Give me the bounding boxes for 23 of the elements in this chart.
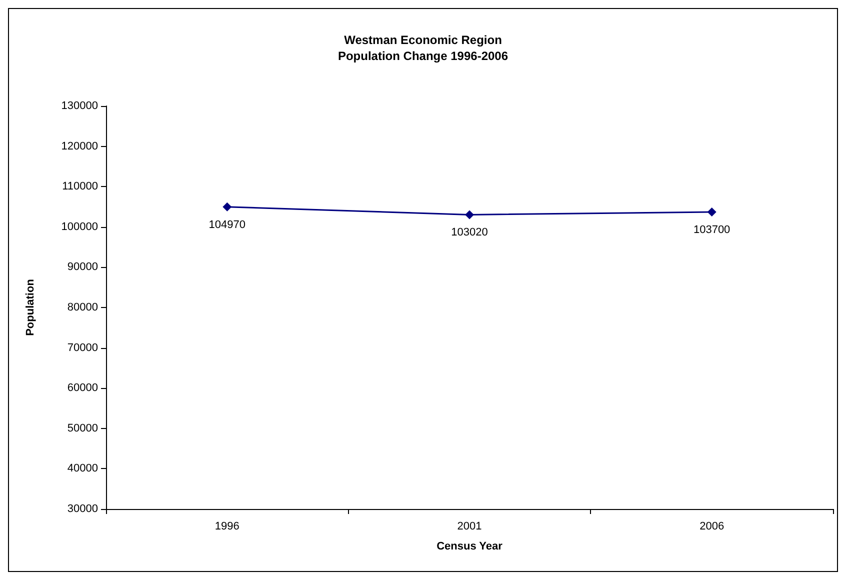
data-label: 104970 — [208, 218, 246, 231]
y-tick-label: 30000 — [67, 503, 98, 515]
y-tick-label: 110000 — [62, 180, 98, 193]
y-tick-label: 120000 — [61, 140, 98, 152]
y-tick-label: 70000 — [67, 342, 98, 354]
point — [707, 207, 716, 216]
y-tick-label: 130000 — [61, 100, 98, 112]
y-tick-label: 40000 — [67, 462, 98, 475]
point — [222, 202, 232, 212]
y-tick-label: 100000 — [61, 220, 98, 233]
data-label: 103020 — [451, 226, 488, 239]
y-tick-label: 80000 — [67, 302, 98, 314]
x-axis-title: Census Year — [436, 540, 504, 552]
y-tick-label: 60000 — [67, 382, 98, 394]
x-tick-label: 2006 — [700, 520, 724, 532]
y-tick-label: 90000 — [67, 261, 98, 274]
point — [465, 210, 474, 220]
y-axis-title: Population — [24, 278, 36, 336]
x-tick-label: 1996 — [214, 520, 240, 532]
data-label: 103700 — [693, 224, 730, 236]
y-tick-label: 50000 — [67, 422, 98, 434]
x-tick-label: 2001 — [457, 520, 482, 532]
chart-title: Westman Economic Region Population Change 1996-2006 — [338, 33, 508, 63]
